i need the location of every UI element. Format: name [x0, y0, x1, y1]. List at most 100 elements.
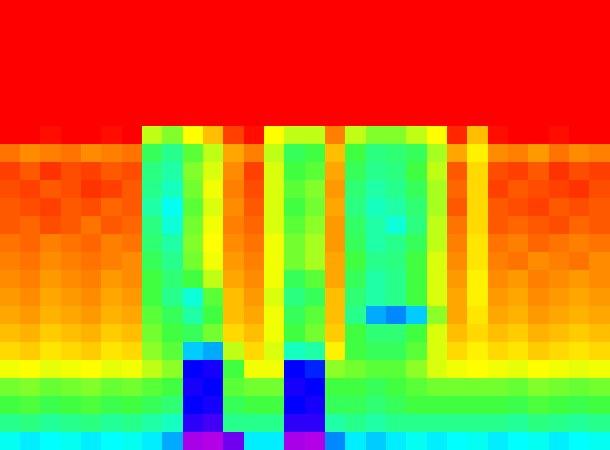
cell	[549, 72, 570, 90]
cell	[345, 54, 366, 72]
cell	[528, 90, 549, 108]
cell	[447, 414, 468, 432]
cell	[244, 306, 265, 324]
cell	[183, 288, 204, 306]
cell	[162, 288, 183, 306]
cell	[40, 414, 61, 432]
cell	[549, 0, 570, 18]
cell	[0, 216, 21, 234]
cell	[325, 162, 346, 180]
cell	[244, 18, 265, 36]
cell	[345, 324, 366, 342]
cell	[122, 18, 143, 36]
cell	[0, 36, 21, 54]
cell	[345, 342, 366, 360]
cell	[589, 252, 610, 270]
cell	[366, 144, 387, 162]
cell	[183, 180, 204, 198]
cell	[406, 288, 427, 306]
cell	[101, 36, 122, 54]
cell	[162, 432, 183, 450]
cell	[345, 288, 366, 306]
cell	[366, 216, 387, 234]
cell	[427, 342, 448, 360]
cell	[101, 108, 122, 126]
cell	[203, 216, 224, 234]
cell	[569, 126, 590, 144]
cell	[325, 414, 346, 432]
cell	[162, 198, 183, 216]
cell	[508, 252, 529, 270]
cell	[122, 36, 143, 54]
cell	[162, 306, 183, 324]
cell	[122, 126, 143, 144]
cell	[61, 396, 82, 414]
cell	[305, 378, 326, 396]
cell	[305, 288, 326, 306]
cell	[589, 126, 610, 144]
cell	[284, 162, 305, 180]
cell	[61, 90, 82, 108]
cell	[488, 252, 509, 270]
cell	[40, 36, 61, 54]
cell	[589, 162, 610, 180]
cell	[284, 90, 305, 108]
cell	[447, 270, 468, 288]
cell	[61, 36, 82, 54]
cell	[589, 432, 610, 450]
cell	[0, 198, 21, 216]
cell	[223, 270, 244, 288]
cell	[447, 162, 468, 180]
cell	[203, 324, 224, 342]
cell	[284, 432, 305, 450]
cell	[549, 54, 570, 72]
cell	[81, 162, 102, 180]
cell	[589, 198, 610, 216]
cell	[20, 216, 41, 234]
cell	[406, 90, 427, 108]
cell	[223, 414, 244, 432]
cell	[549, 180, 570, 198]
cell	[142, 90, 163, 108]
cell	[142, 198, 163, 216]
cell	[528, 36, 549, 54]
cell	[528, 144, 549, 162]
cell	[81, 36, 102, 54]
cell	[40, 54, 61, 72]
cell	[589, 414, 610, 432]
cell	[142, 216, 163, 234]
cell	[406, 324, 427, 342]
cell	[467, 0, 488, 18]
cell	[203, 378, 224, 396]
cell	[264, 198, 285, 216]
cell	[528, 234, 549, 252]
cell	[325, 432, 346, 450]
cell	[162, 18, 183, 36]
cell	[284, 18, 305, 36]
cell	[284, 54, 305, 72]
cell	[264, 216, 285, 234]
cell	[528, 414, 549, 432]
cell	[488, 342, 509, 360]
cell	[386, 144, 407, 162]
cell	[427, 324, 448, 342]
cell	[345, 126, 366, 144]
cell	[325, 126, 346, 144]
cell	[264, 324, 285, 342]
cell	[40, 270, 61, 288]
cell	[467, 270, 488, 288]
cell	[40, 198, 61, 216]
cell	[244, 216, 265, 234]
cell	[467, 414, 488, 432]
cell	[508, 396, 529, 414]
cell	[569, 270, 590, 288]
cell	[345, 90, 366, 108]
cell	[589, 270, 610, 288]
cell	[528, 396, 549, 414]
cell	[386, 18, 407, 36]
cell	[81, 108, 102, 126]
cell	[488, 288, 509, 306]
cell	[325, 396, 346, 414]
cell	[81, 360, 102, 378]
cell	[508, 234, 529, 252]
